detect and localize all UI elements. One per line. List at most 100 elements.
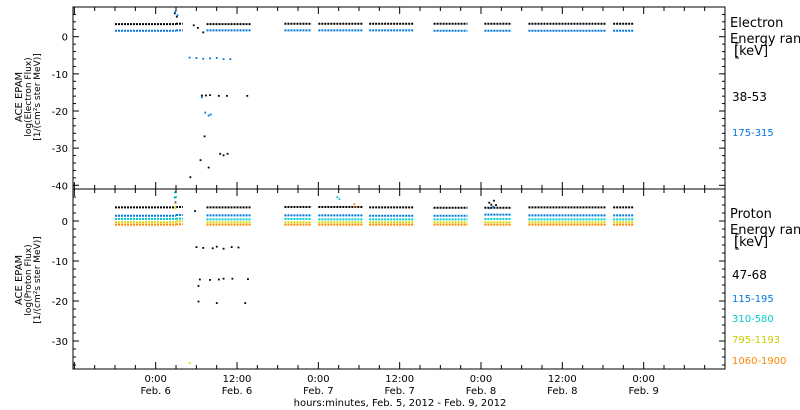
proton-ylabel-line2: log(Proton Flux) bbox=[24, 244, 34, 315]
proton-legend-bracket-left bbox=[735, 233, 739, 250]
electron-y-axis-label: ACE EPAM log(Electron Flux) [1/(cm²s ste… bbox=[14, 53, 43, 140]
proton-series-0-point-18 bbox=[488, 201, 491, 204]
electron-ytick-label: -10 bbox=[52, 70, 68, 81]
electron-series-1-point-2 bbox=[188, 56, 191, 59]
proton-legend-entry-2: 310-580 bbox=[732, 314, 774, 325]
xtick-date-label: Feb. 8 bbox=[547, 386, 577, 397]
proton-series-2-point-2 bbox=[336, 196, 339, 198]
proton-y-axis-label: ACE EPAM log(Proton Flux) [1/(cm²s ster … bbox=[14, 236, 43, 323]
electron-series-0-point-7 bbox=[209, 94, 211, 97]
xtick-time-label: 0:00 bbox=[307, 374, 329, 385]
proton-series-1-point-2 bbox=[489, 207, 491, 210]
proton-series-0-point-4 bbox=[222, 247, 225, 250]
xtick-time-label: 12:00 bbox=[385, 374, 414, 385]
electron-series-0-point-1 bbox=[175, 15, 178, 18]
electron-ytick-label: -40 bbox=[52, 181, 68, 192]
proton-series-0-point-10 bbox=[222, 277, 225, 280]
proton-series-0-point-11 bbox=[231, 277, 234, 280]
electron-legend-title-2: Energy ranges bbox=[730, 32, 800, 47]
xtick-time-label: 12:00 bbox=[548, 374, 577, 385]
proton-legend-title-3: [keV] bbox=[734, 235, 768, 250]
electron-series-1-point-0 bbox=[174, 10, 177, 13]
electron-legend-bracket-left bbox=[735, 42, 739, 59]
electron-ylabel-line1: ACE EPAM bbox=[14, 72, 25, 122]
electron-series-0-point-11 bbox=[203, 135, 206, 138]
electron-series-0-point-14 bbox=[189, 176, 192, 179]
electron-legend-title-3: [keV] bbox=[734, 44, 768, 59]
electron-series-1-point-12 bbox=[200, 96, 203, 99]
proton-legend-entry-4: 1060-1900 bbox=[732, 356, 787, 367]
electron-legend-title-1: Electron bbox=[730, 16, 783, 31]
electron-series-1-point-7 bbox=[222, 58, 225, 60]
electron-ytick-label: -20 bbox=[52, 107, 68, 118]
electron-ytick-label: 0 bbox=[62, 33, 68, 44]
proton-series-0-point-1 bbox=[202, 247, 205, 249]
electron-x-ticks bbox=[73, 7, 726, 189]
proton-series-0-point-20 bbox=[493, 199, 495, 202]
proton-series-3-point-1 bbox=[174, 206, 177, 208]
proton-ylabel-line1: ACE EPAM bbox=[14, 255, 25, 305]
electron-series-1-point-4 bbox=[202, 57, 205, 60]
xtick-date-label: Feb. 6 bbox=[222, 386, 252, 397]
proton-series-1-point-3 bbox=[492, 205, 495, 208]
proton-ylabel-line3: [1/(cm²s ster MeV)] bbox=[33, 236, 43, 323]
proton-plot-frame bbox=[72, 188, 726, 370]
proton-series-0-point-7 bbox=[198, 278, 201, 281]
proton-legend-title-1: Proton bbox=[730, 207, 772, 222]
proton-series-2-point-3 bbox=[338, 198, 341, 200]
electron-ytick-label: -30 bbox=[52, 144, 68, 155]
electron-legend: Electron Energy ranges [keV] 38-53 175-3… bbox=[730, 16, 800, 139]
electron-series-0-point-8 bbox=[217, 94, 220, 97]
electron-series-0-point-13 bbox=[207, 166, 210, 169]
electron-series-0-point-16 bbox=[222, 154, 225, 157]
xtick-time-label: 12:00 bbox=[223, 374, 252, 385]
proton-series-2 bbox=[115, 191, 634, 221]
xtick-time-label: 0:00 bbox=[470, 374, 492, 385]
proton-ytick-label: -20 bbox=[52, 297, 68, 308]
proton-ytick-label: -30 bbox=[52, 337, 68, 348]
electron-series-1-point-9 bbox=[204, 111, 207, 114]
proton-legend-entry-0: 47-68 bbox=[732, 268, 767, 282]
proton-series-1-point-1 bbox=[174, 201, 177, 203]
proton-legend-title-2: Energy ranges bbox=[730, 223, 800, 238]
electron-series-1 bbox=[115, 10, 634, 117]
proton-series-0-point-13 bbox=[197, 285, 200, 287]
proton-series-0-point-9 bbox=[217, 278, 220, 281]
electron-ylabel-line3: [1/(cm²s ster MeV)] bbox=[33, 53, 43, 140]
electron-series-0-point-6 bbox=[205, 94, 207, 97]
proton-series-0-point-8 bbox=[209, 279, 211, 281]
electron-panel: ACE EPAM log(Electron Flux) [1/(cm²s ste… bbox=[14, 6, 800, 192]
electron-series-0-point-5 bbox=[200, 94, 203, 97]
electron-series-1-point-6 bbox=[215, 57, 218, 59]
xtick-date-label: Feb. 6 bbox=[140, 386, 170, 397]
electron-series-1-point-1 bbox=[176, 14, 179, 17]
proton-series-4-point-2 bbox=[355, 206, 358, 208]
proton-legend-entry-3: 795-1193 bbox=[732, 335, 780, 346]
proton-series-0-point-21 bbox=[495, 204, 497, 206]
proton-series-0-point-2 bbox=[211, 247, 214, 250]
xtick-date-label: Feb. 8 bbox=[466, 386, 496, 397]
proton-legend-entry-1: 115-195 bbox=[732, 294, 774, 305]
electron-series-0-point-3 bbox=[196, 27, 199, 29]
electron-legend-entry-1: 175-315 bbox=[732, 128, 774, 139]
proton-series-0-point-14 bbox=[197, 300, 200, 303]
xtick-date-label: Feb. 7 bbox=[384, 386, 414, 397]
electron-series-1-point-8 bbox=[229, 58, 232, 60]
electron-series-0 bbox=[115, 12, 634, 179]
electron-series-1-point-10 bbox=[207, 114, 210, 117]
electron-series-1-point-11 bbox=[209, 113, 212, 116]
proton-series-0-point-16 bbox=[244, 302, 247, 304]
proton-series-0-point-6 bbox=[237, 246, 240, 249]
proton-series-0-point-15 bbox=[215, 302, 218, 304]
x-axis-title: hours:minutes, Feb. 5, 2012 - Feb. 9, 20… bbox=[294, 398, 507, 409]
electron-series-0-point-2 bbox=[192, 24, 195, 27]
proton-data-layer bbox=[115, 191, 634, 364]
electron-y-ticks: 0 -10 -20 -30 -40 bbox=[52, 6, 725, 192]
electron-series-0-point-9 bbox=[226, 94, 228, 97]
proton-series-4-point-1 bbox=[353, 203, 356, 206]
xtick-time-label: 0:00 bbox=[144, 374, 166, 385]
proton-series-3-point-0 bbox=[174, 207, 177, 210]
electron-legend-entry-0: 38-53 bbox=[732, 90, 767, 104]
